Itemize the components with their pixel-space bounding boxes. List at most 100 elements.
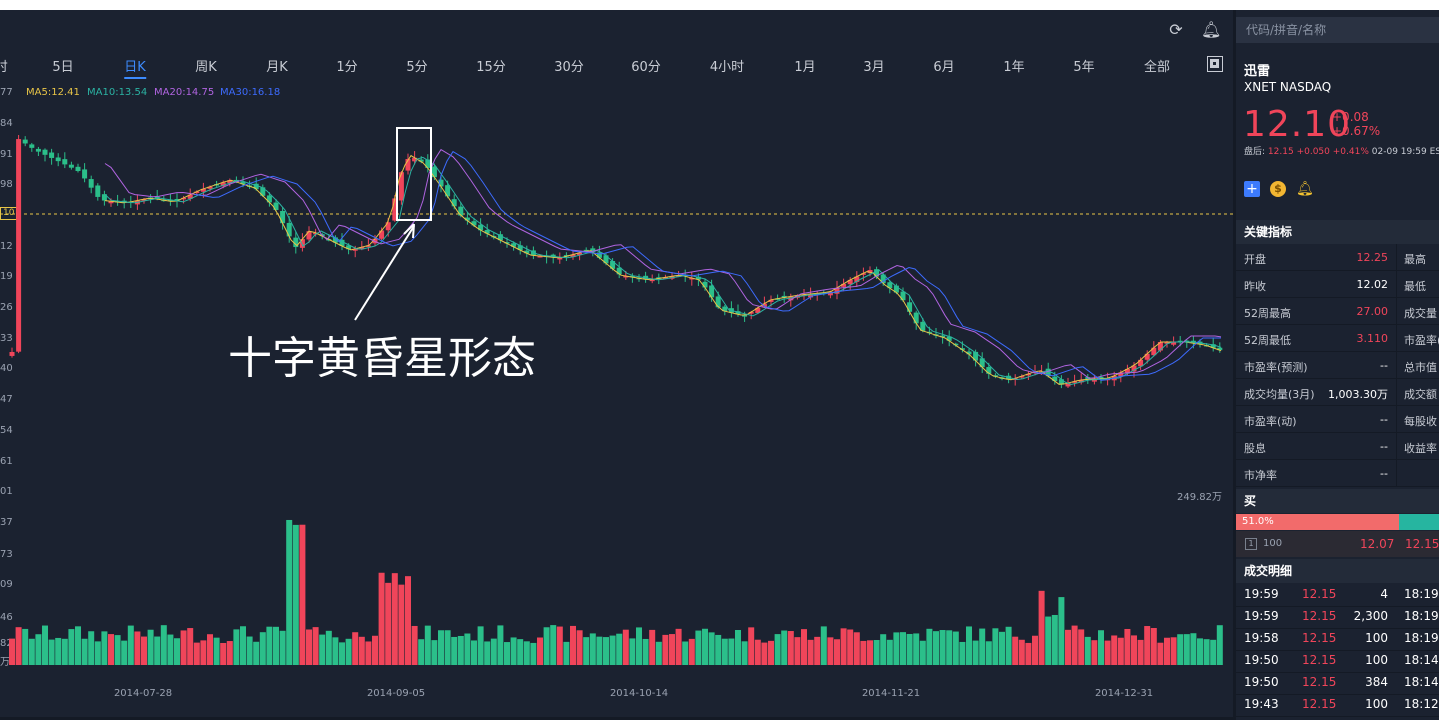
candle bbox=[550, 253, 556, 264]
volume-bar bbox=[1111, 635, 1118, 665]
tab-11[interactable]: 1月 bbox=[794, 60, 816, 75]
volume-bar bbox=[477, 626, 484, 665]
tab-9[interactable]: 60分 bbox=[631, 60, 661, 75]
row-divider bbox=[1236, 270, 1439, 271]
metric-label: 每股收 bbox=[1404, 415, 1437, 428]
volume-bar bbox=[266, 626, 273, 665]
tab-12[interactable]: 3月 bbox=[863, 60, 885, 75]
grid-layout-icon[interactable] bbox=[1207, 56, 1223, 72]
price-change: +0.08 bbox=[1332, 110, 1369, 124]
tab-1[interactable]: 5日 bbox=[52, 60, 74, 75]
volume-bar bbox=[517, 639, 524, 665]
volume-bar bbox=[952, 631, 959, 665]
tab-14[interactable]: 1年 bbox=[1003, 60, 1025, 75]
candlestick-chart[interactable] bbox=[0, 80, 1233, 680]
y-axis-label: 98 bbox=[0, 179, 13, 190]
refresh-icon[interactable]: ⟳ bbox=[1169, 20, 1183, 39]
ma-line bbox=[194, 150, 1221, 381]
row-divider bbox=[1236, 694, 1439, 695]
add-watchlist-icon[interactable]: + bbox=[1244, 181, 1260, 197]
candle bbox=[1184, 339, 1190, 348]
after-hours-label: 盘后: bbox=[1244, 147, 1266, 157]
volume-bar bbox=[1051, 614, 1058, 665]
volume-bar bbox=[1177, 634, 1184, 665]
ask-price: 12.15 bbox=[1405, 537, 1439, 551]
candle bbox=[273, 199, 279, 212]
tab-7[interactable]: 15分 bbox=[476, 60, 506, 75]
tab-10[interactable]: 4小时 bbox=[709, 60, 745, 75]
volume-bar bbox=[880, 634, 887, 665]
volume-bar bbox=[1117, 637, 1124, 665]
volume-bar bbox=[1157, 642, 1164, 665]
volume-bar bbox=[1032, 635, 1038, 665]
metric-label: 股息 bbox=[1244, 442, 1266, 455]
volume-bar bbox=[906, 633, 913, 665]
trade-cell: 18:14 bbox=[1404, 653, 1439, 667]
search-input[interactable]: 代码/拼音/名称 bbox=[1236, 17, 1439, 43]
volume-bar bbox=[622, 629, 629, 665]
quote-actions: + $ 🔔︎ bbox=[1244, 181, 1314, 197]
tab-13[interactable]: 6月 bbox=[933, 60, 955, 75]
trade-coin-icon[interactable]: $ bbox=[1270, 181, 1286, 197]
tab-15[interactable]: 5年 bbox=[1073, 60, 1095, 75]
candle bbox=[511, 241, 517, 251]
tab-4[interactable]: 月K bbox=[266, 60, 288, 75]
volume-bar bbox=[939, 630, 946, 665]
volume-bar bbox=[919, 640, 926, 665]
volume-bar bbox=[853, 632, 860, 665]
candle bbox=[913, 310, 919, 330]
tab-8[interactable]: 30分 bbox=[554, 60, 584, 75]
y-axis-label: 47 bbox=[0, 394, 13, 405]
volume-bar bbox=[160, 625, 167, 665]
trade-price: 12.15 bbox=[1302, 697, 1337, 711]
buy-ratio-label: 51.0% bbox=[1242, 516, 1274, 527]
trade-time: 19:43 bbox=[1244, 697, 1279, 711]
volume-bar bbox=[418, 639, 425, 665]
volume-bar bbox=[1216, 625, 1223, 665]
price-alert-icon[interactable]: 🔔︎ bbox=[1296, 181, 1314, 197]
bid-price: 12.07 bbox=[1360, 537, 1395, 551]
volume-bar bbox=[134, 631, 141, 665]
volume-bar bbox=[101, 631, 108, 665]
y-axis-label: 01 bbox=[0, 486, 13, 497]
x-axis-label: 2014-09-05 bbox=[366, 688, 426, 699]
order-qty: 100 bbox=[1263, 538, 1283, 549]
candle bbox=[194, 190, 200, 195]
volume-bar bbox=[926, 628, 933, 665]
tab-16[interactable]: 全部 bbox=[1143, 60, 1171, 75]
candle bbox=[398, 171, 404, 205]
volume-bar bbox=[695, 630, 702, 665]
y-axis-label: 61 bbox=[0, 456, 13, 467]
tab-2[interactable]: 日K bbox=[124, 56, 146, 79]
row-divider bbox=[1236, 486, 1439, 487]
after-hours-quote: 盘后: 12.15 +0.050 +0.41% 02-09 19:59 EST bbox=[1244, 144, 1439, 157]
candle bbox=[121, 198, 127, 209]
candle bbox=[1025, 371, 1031, 381]
pattern-annotation: 十字黄昏星形态 bbox=[228, 333, 536, 384]
metric-value: 1,003.30万 bbox=[1328, 388, 1388, 401]
candle bbox=[253, 177, 259, 191]
metric-label: 收益率 bbox=[1404, 442, 1437, 455]
volume-bar bbox=[702, 628, 708, 665]
trade-cell: 4 bbox=[1380, 587, 1388, 601]
tab-0[interactable]: 时 bbox=[0, 60, 8, 75]
volume-bar bbox=[814, 636, 821, 665]
metric-label: 成交均量(3月) bbox=[1244, 388, 1315, 401]
volume-bar bbox=[1071, 625, 1078, 665]
tab-3[interactable]: 周K bbox=[195, 60, 217, 75]
trade-time: 19:50 bbox=[1244, 675, 1279, 689]
tab-6[interactable]: 5分 bbox=[406, 60, 428, 75]
trade-volume: 100 bbox=[1365, 697, 1388, 711]
candle bbox=[379, 227, 385, 240]
candle bbox=[101, 190, 107, 206]
volume-bar bbox=[75, 626, 81, 665]
volume-bar bbox=[444, 630, 451, 665]
volume-bar bbox=[497, 625, 504, 665]
volume-bar bbox=[81, 638, 88, 665]
volume-bar bbox=[431, 640, 438, 665]
bell-icon[interactable]: 🔔︎ bbox=[1201, 20, 1222, 39]
trade-cell: 18:19 bbox=[1404, 587, 1439, 601]
volume-bar bbox=[985, 641, 992, 665]
trade-cell: 100 bbox=[1365, 697, 1388, 711]
tab-5[interactable]: 1分 bbox=[336, 60, 358, 75]
